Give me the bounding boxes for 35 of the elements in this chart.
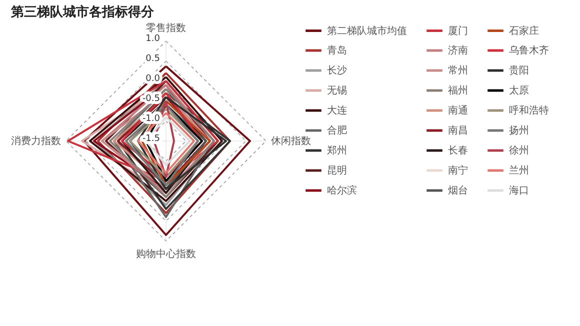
legend-label: 厦门: [448, 24, 468, 37]
legend-label: 青岛: [327, 44, 347, 56]
legend-label: 烟台: [448, 184, 468, 196]
legend-label: 昆明: [327, 166, 347, 176]
legend-label: 南宁: [448, 164, 468, 176]
spoke-label: 休闲指数: [271, 135, 311, 147]
legend-label: 合肥: [327, 124, 347, 136]
y-tick-label: -1.0: [142, 114, 160, 124]
spoke-label: 零售指数: [146, 22, 186, 34]
legend-label: 无锡: [327, 86, 347, 96]
y-tick-label: 0.5: [146, 54, 160, 64]
legend-label: 长沙: [327, 64, 347, 76]
y-tick-label: 1.0: [146, 34, 160, 44]
legend-label: 扬州: [509, 124, 529, 136]
spoke-label: 购物中心指数: [136, 248, 196, 260]
legend-label: 南昌: [448, 124, 468, 136]
legend-label: 南通: [448, 104, 468, 116]
legend-label: 兰州: [509, 164, 529, 176]
legend-label: 郑州: [327, 144, 347, 156]
legend-label: 福州: [448, 84, 468, 96]
legend-label: 第二梯队城市均值: [327, 24, 407, 37]
legend-label: 石家庄: [509, 24, 539, 37]
legend-label: 哈尔滨: [327, 184, 357, 196]
legend-label: 海口: [509, 184, 529, 196]
legend-label: 乌鲁木齐: [509, 44, 549, 56]
legend-label: 徐州: [509, 144, 529, 156]
legend-label: 呼和浩特: [509, 104, 549, 116]
legend-label: 济南: [448, 44, 468, 56]
legend-label: 贵阳: [509, 64, 529, 76]
legend-label: 长春: [448, 144, 468, 156]
legend-label: 太原: [509, 84, 529, 96]
legend-label: 大连: [327, 104, 347, 116]
spoke-label: 消费力指数: [11, 135, 61, 147]
chart-title: 第三梯队城市各指标得分: [10, 4, 155, 20]
legend-label: 常州: [448, 64, 468, 76]
